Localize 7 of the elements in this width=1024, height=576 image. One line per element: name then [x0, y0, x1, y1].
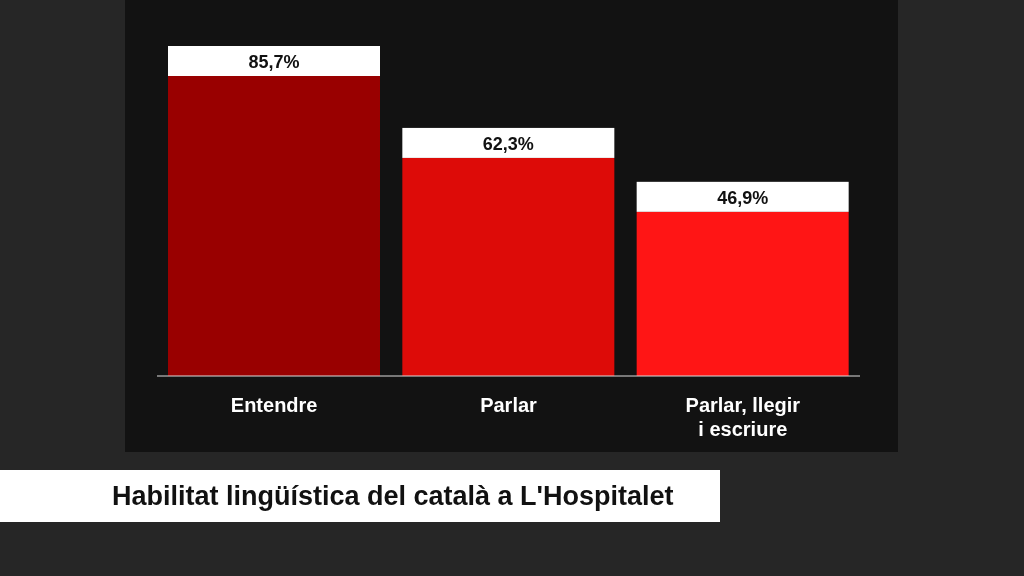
data-label: 46,9%: [717, 187, 769, 208]
x-tick-label: Parlar, llegir i escriure: [685, 394, 801, 440]
data-label: 62,3%: [482, 133, 534, 154]
text: Habilitat lingüística del català a L'Hospitalet: [112, 480, 674, 512]
x-tick-label: Entendre: [230, 394, 318, 416]
data-label: 85,7%: [248, 52, 300, 72]
x-tick-label: Parlar: [480, 394, 538, 416]
